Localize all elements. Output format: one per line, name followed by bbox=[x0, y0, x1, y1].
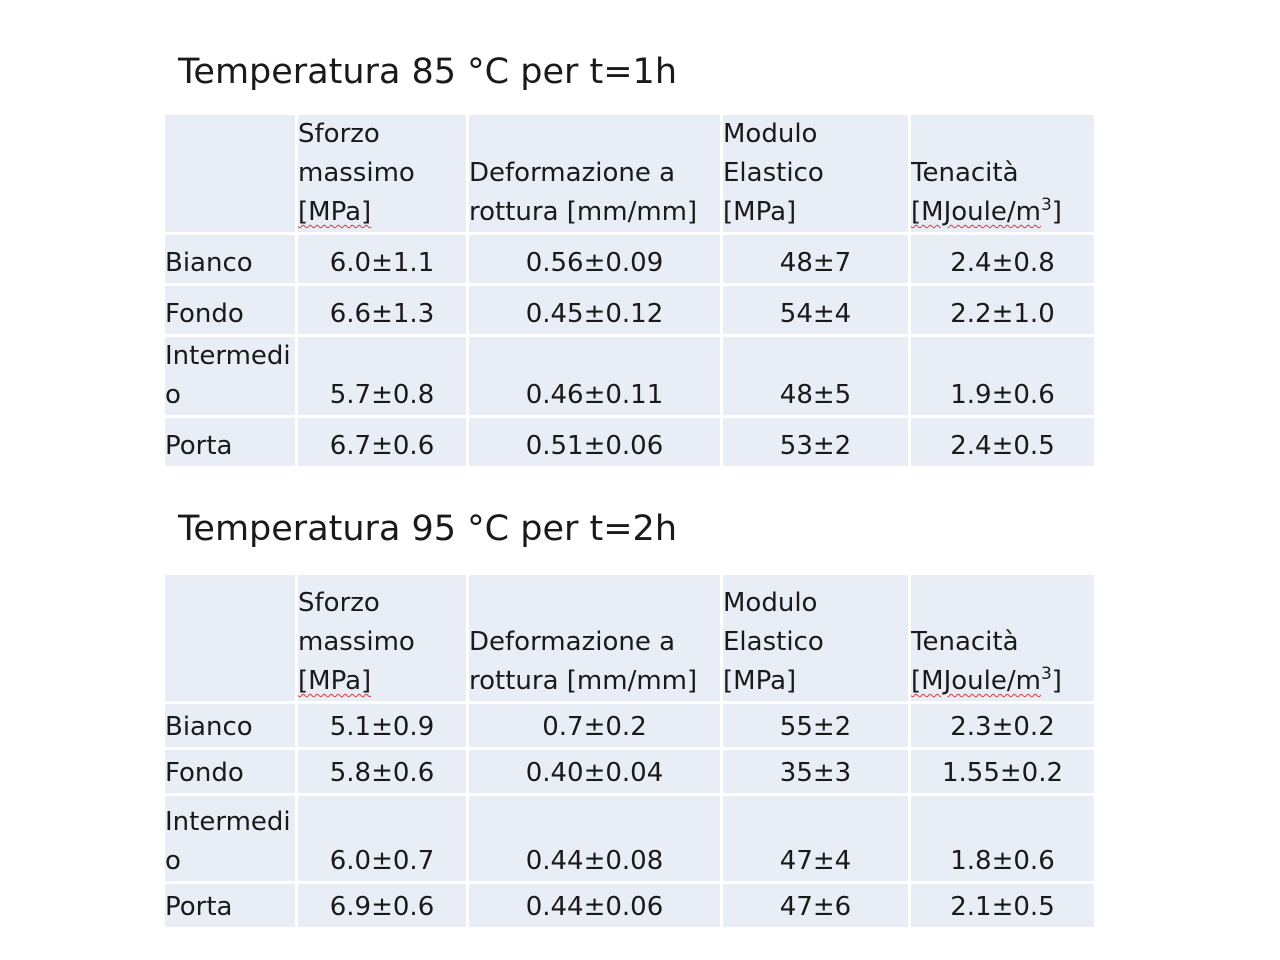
max-stress-value: 6.6±1.3 bbox=[298, 286, 466, 334]
modulus-value: 48±5 bbox=[723, 337, 908, 415]
table-row: Bianco 6.0±1.1 0.56±0.09 48±7 2.4±0.8 bbox=[165, 235, 1094, 283]
header-toughness: Tenacità [MJoule/m3] bbox=[911, 115, 1094, 232]
max-stress-value: 6.7±0.6 bbox=[298, 418, 466, 466]
modulus-value: 47±4 bbox=[723, 796, 908, 881]
header-max-stress: Sforzo massimo [MPa] bbox=[298, 115, 466, 232]
max-stress-value: 5.1±0.9 bbox=[298, 704, 466, 747]
row-label: Fondo bbox=[165, 750, 295, 793]
row-label: Porta bbox=[165, 884, 295, 927]
strain-value: 0.40±0.04 bbox=[469, 750, 720, 793]
modulus-value: 53±2 bbox=[723, 418, 908, 466]
row-label: Porta bbox=[165, 418, 295, 466]
strain-value: 0.44±0.06 bbox=[469, 884, 720, 927]
max-stress-value: 6.0±1.1 bbox=[298, 235, 466, 283]
table-row: Fondo 6.6±1.3 0.45±0.12 54±4 2.2±1.0 bbox=[165, 286, 1094, 334]
strain-value: 0.7±0.2 bbox=[469, 704, 720, 747]
toughness-value: 2.2±1.0 bbox=[911, 286, 1094, 334]
modulus-value: 48±7 bbox=[723, 235, 908, 283]
strain-value: 0.44±0.08 bbox=[469, 796, 720, 881]
strain-value: 0.56±0.09 bbox=[469, 235, 720, 283]
section-title-85c: Temperatura 85 °C per t=1h bbox=[178, 52, 678, 92]
modulus-value: 55±2 bbox=[723, 704, 908, 747]
max-stress-value: 6.0±0.7 bbox=[298, 796, 466, 881]
table-header-row: Sforzo massimo [MPa] Deformazione a rott… bbox=[165, 575, 1094, 701]
table-row: Intermedi o 5.7±0.8 0.46±0.11 48±5 1.9±0… bbox=[165, 337, 1094, 415]
toughness-value: 1.55±0.2 bbox=[911, 750, 1094, 793]
table-row: Fondo 5.8±0.6 0.40±0.04 35±3 1.55±0.2 bbox=[165, 750, 1094, 793]
row-label: Fondo bbox=[165, 286, 295, 334]
header-toughness: Tenacità [MJoule/m3] bbox=[911, 575, 1094, 701]
results-table-95c: Sforzo massimo [MPa] Deformazione a rott… bbox=[162, 572, 1097, 930]
header-corner-cell bbox=[165, 115, 295, 232]
row-label: Bianco bbox=[165, 704, 295, 747]
toughness-value: 2.4±0.8 bbox=[911, 235, 1094, 283]
strain-value: 0.45±0.12 bbox=[469, 286, 720, 334]
toughness-value: 2.3±0.2 bbox=[911, 704, 1094, 747]
header-strain-at-break: Deformazione a rottura [mm/mm] bbox=[469, 575, 720, 701]
header-corner-cell bbox=[165, 575, 295, 701]
strain-value: 0.46±0.11 bbox=[469, 337, 720, 415]
toughness-value: 2.4±0.5 bbox=[911, 418, 1094, 466]
row-label: Bianco bbox=[165, 235, 295, 283]
header-strain-at-break: Deformazione a rottura [mm/mm] bbox=[469, 115, 720, 232]
row-label: Intermedi o bbox=[165, 796, 295, 881]
table-header-row: Sforzo massimo [MPa] Deformazione a rott… bbox=[165, 115, 1094, 232]
row-label: Intermedi o bbox=[165, 337, 295, 415]
table-row: Porta 6.9±0.6 0.44±0.06 47±6 2.1±0.5 bbox=[165, 884, 1094, 927]
modulus-value: 35±3 bbox=[723, 750, 908, 793]
header-elastic-modulus: Modulo Elastico [MPa] bbox=[723, 575, 908, 701]
header-elastic-modulus: Modulo Elastico [MPa] bbox=[723, 115, 908, 232]
table-row: Intermedi o 6.0±0.7 0.44±0.08 47±4 1.8±0… bbox=[165, 796, 1094, 881]
header-max-stress: Sforzo massimo [MPa] bbox=[298, 575, 466, 701]
modulus-value: 54±4 bbox=[723, 286, 908, 334]
modulus-value: 47±6 bbox=[723, 884, 908, 927]
max-stress-value: 6.9±0.6 bbox=[298, 884, 466, 927]
results-table-85c: Sforzo massimo [MPa] Deformazione a rott… bbox=[162, 112, 1097, 469]
max-stress-value: 5.7±0.8 bbox=[298, 337, 466, 415]
toughness-value: 1.9±0.6 bbox=[911, 337, 1094, 415]
table-row: Bianco 5.1±0.9 0.7±0.2 55±2 2.3±0.2 bbox=[165, 704, 1094, 747]
toughness-value: 1.8±0.6 bbox=[911, 796, 1094, 881]
strain-value: 0.51±0.06 bbox=[469, 418, 720, 466]
section-title-95c: Temperatura 95 °C per t=2h bbox=[178, 509, 678, 549]
table-row: Porta 6.7±0.6 0.51±0.06 53±2 2.4±0.5 bbox=[165, 418, 1094, 466]
max-stress-value: 5.8±0.6 bbox=[298, 750, 466, 793]
toughness-value: 2.1±0.5 bbox=[911, 884, 1094, 927]
